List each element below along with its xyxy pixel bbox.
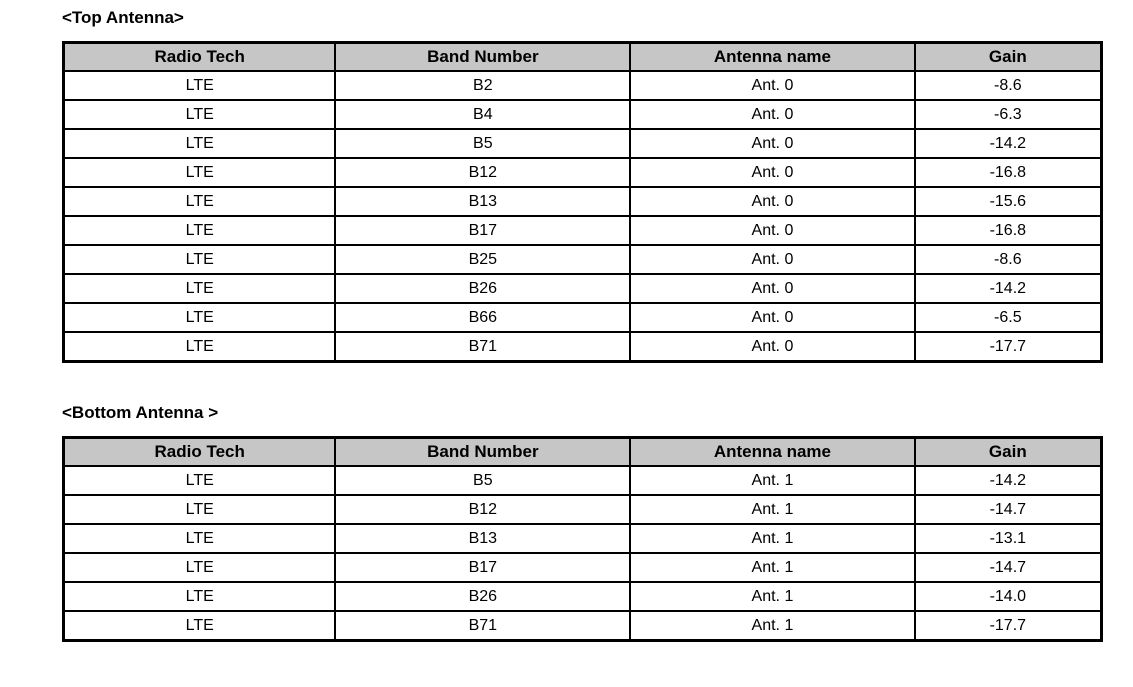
table-row: LTE B17 Ant. 1 -14.7	[62, 552, 1103, 583]
table-row: LTE B26 Ant. 0 -14.2	[62, 273, 1103, 304]
cell-radio-tech: LTE	[62, 215, 337, 246]
top-antenna-title: <Top Antenna>	[62, 8, 184, 27]
cell-antenna-name: Ant. 1	[629, 523, 916, 554]
cell-antenna-name: Ant. 0	[629, 302, 916, 333]
cell-antenna-name: Ant. 0	[629, 273, 916, 304]
table-header-row: Radio Tech Band Number Antenna name Gain	[62, 436, 1103, 467]
cell-band-number: B25	[334, 244, 632, 275]
cell-antenna-name: Ant. 1	[629, 552, 916, 583]
column-header-band-number: Band Number	[334, 41, 632, 72]
cell-band-number: B12	[334, 157, 632, 188]
table-row: LTE B13 Ant. 0 -15.6	[62, 186, 1103, 217]
cell-antenna-name: Ant. 0	[629, 244, 916, 275]
cell-radio-tech: LTE	[62, 128, 337, 159]
table-row: LTE B4 Ant. 0 -6.3	[62, 99, 1103, 130]
cell-radio-tech: LTE	[62, 70, 337, 101]
cell-band-number: B66	[334, 302, 632, 333]
cell-antenna-name: Ant. 0	[629, 99, 916, 130]
cell-band-number: B71	[334, 331, 632, 363]
cell-gain: -17.7	[913, 331, 1103, 363]
cell-band-number: B5	[334, 465, 632, 496]
cell-antenna-name: Ant. 1	[629, 581, 916, 612]
cell-antenna-name: Ant. 0	[629, 186, 916, 217]
cell-antenna-name: Ant. 0	[629, 70, 916, 101]
table-row: LTE B5 Ant. 1 -14.2	[62, 465, 1103, 496]
table-row: LTE B71 Ant. 1 -17.7	[62, 610, 1103, 642]
bottom-antenna-title: <Bottom Antenna >	[62, 403, 219, 422]
table-row: LTE B71 Ant. 0 -17.7	[62, 331, 1103, 363]
bottom-antenna-table: Radio Tech Band Number Antenna name Gain…	[62, 436, 1103, 642]
column-header-radio-tech: Radio Tech	[62, 436, 337, 467]
cell-radio-tech: LTE	[62, 610, 337, 642]
cell-gain: -6.3	[913, 99, 1103, 130]
cell-antenna-name: Ant. 1	[629, 465, 916, 496]
column-header-band-number: Band Number	[334, 436, 632, 467]
cell-gain: -14.0	[913, 581, 1103, 612]
cell-antenna-name: Ant. 1	[629, 494, 916, 525]
table-row: LTE B12 Ant. 0 -16.8	[62, 157, 1103, 188]
cell-gain: -14.2	[913, 128, 1103, 159]
table-row: LTE B66 Ant. 0 -6.5	[62, 302, 1103, 333]
cell-gain: -14.2	[913, 273, 1103, 304]
column-header-antenna-name: Antenna name	[629, 41, 916, 72]
cell-antenna-name: Ant. 0	[629, 215, 916, 246]
cell-gain: -16.8	[913, 157, 1103, 188]
cell-gain: -13.1	[913, 523, 1103, 554]
cell-gain: -16.8	[913, 215, 1103, 246]
column-header-antenna-name: Antenna name	[629, 436, 916, 467]
cell-radio-tech: LTE	[62, 465, 337, 496]
cell-radio-tech: LTE	[62, 157, 337, 188]
cell-band-number: B5	[334, 128, 632, 159]
cell-antenna-name: Ant. 0	[629, 128, 916, 159]
column-header-radio-tech: Radio Tech	[62, 41, 337, 72]
cell-gain: -8.6	[913, 244, 1103, 275]
cell-radio-tech: LTE	[62, 494, 337, 525]
table-header-row: Radio Tech Band Number Antenna name Gain	[62, 41, 1103, 72]
cell-gain: -14.2	[913, 465, 1103, 496]
cell-antenna-name: Ant. 0	[629, 331, 916, 363]
cell-radio-tech: LTE	[62, 581, 337, 612]
cell-gain: -14.7	[913, 552, 1103, 583]
cell-antenna-name: Ant. 0	[629, 157, 916, 188]
cell-radio-tech: LTE	[62, 331, 337, 363]
cell-radio-tech: LTE	[62, 99, 337, 130]
cell-band-number: B71	[334, 610, 632, 642]
cell-antenna-name: Ant. 1	[629, 610, 916, 642]
cell-gain: -17.7	[913, 610, 1103, 642]
table-row: LTE B5 Ant. 0 -14.2	[62, 128, 1103, 159]
cell-gain: -8.6	[913, 70, 1103, 101]
column-header-gain: Gain	[913, 41, 1103, 72]
cell-band-number: B4	[334, 99, 632, 130]
cell-gain: -6.5	[913, 302, 1103, 333]
cell-radio-tech: LTE	[62, 523, 337, 554]
cell-radio-tech: LTE	[62, 302, 337, 333]
table-row: LTE B26 Ant. 1 -14.0	[62, 581, 1103, 612]
cell-band-number: B13	[334, 523, 632, 554]
table-row: LTE B13 Ant. 1 -13.1	[62, 523, 1103, 554]
cell-radio-tech: LTE	[62, 186, 337, 217]
cell-band-number: B26	[334, 581, 632, 612]
cell-band-number: B2	[334, 70, 632, 101]
cell-radio-tech: LTE	[62, 273, 337, 304]
cell-band-number: B17	[334, 215, 632, 246]
table-row: LTE B17 Ant. 0 -16.8	[62, 215, 1103, 246]
cell-radio-tech: LTE	[62, 244, 337, 275]
cell-band-number: B26	[334, 273, 632, 304]
table-row: LTE B25 Ant. 0 -8.6	[62, 244, 1103, 275]
cell-band-number: B17	[334, 552, 632, 583]
cell-gain: -14.7	[913, 494, 1103, 525]
table-row: LTE B12 Ant. 1 -14.7	[62, 494, 1103, 525]
cell-band-number: B13	[334, 186, 632, 217]
table-row: LTE B2 Ant. 0 -8.6	[62, 70, 1103, 101]
top-antenna-table: Radio Tech Band Number Antenna name Gain…	[62, 41, 1103, 363]
cell-band-number: B12	[334, 494, 632, 525]
column-header-gain: Gain	[913, 436, 1103, 467]
cell-radio-tech: LTE	[62, 552, 337, 583]
cell-gain: -15.6	[913, 186, 1103, 217]
